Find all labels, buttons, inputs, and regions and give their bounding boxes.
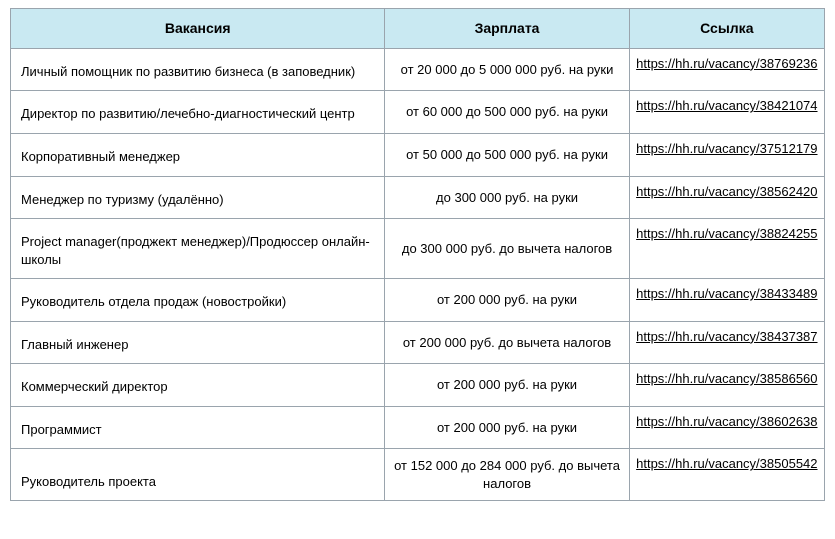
table-row: Главный инженерот 200 000 руб. до вычета… xyxy=(11,321,825,364)
table-row: Менеджер по туризму (удалённо)до 300 000… xyxy=(11,176,825,219)
header-salary: Зарплата xyxy=(385,9,629,49)
page: Вакансия Зарплата Ссылка Личный помощник… xyxy=(0,0,835,539)
table-row: Коммерческий директорот 200 000 руб. на … xyxy=(11,364,825,407)
cell-link: https://hh.ru/vacancy/38824255 xyxy=(629,219,824,279)
table-row: Руководитель проектаот 152 000 до 284 00… xyxy=(11,449,825,501)
cell-salary: от 200 000 руб. до вычета налогов xyxy=(385,321,629,364)
cell-salary: от 200 000 руб. на руки xyxy=(385,406,629,449)
cell-link: https://hh.ru/vacancy/38421074 xyxy=(629,91,824,134)
cell-link: https://hh.ru/vacancy/38562420 xyxy=(629,176,824,219)
vacancy-link[interactable]: https://hh.ru/vacancy/38586560 xyxy=(636,371,817,386)
cell-vacancy: Руководитель отдела продаж (новостройки) xyxy=(11,279,385,322)
cell-vacancy: Программист xyxy=(11,406,385,449)
table-row: Корпоративный менеджерот 50 000 до 500 0… xyxy=(11,133,825,176)
cell-link: https://hh.ru/vacancy/38437387 xyxy=(629,321,824,364)
cell-salary: от 60 000 до 500 000 руб. на руки xyxy=(385,91,629,134)
cell-salary: от 20 000 до 5 000 000 руб. на руки xyxy=(385,48,629,91)
cell-salary: от 152 000 до 284 000 руб. до вы­чета на… xyxy=(385,449,629,501)
table-row: Project manager(проджект менеджер)/Про­д… xyxy=(11,219,825,279)
cell-vacancy: Коммерческий директор xyxy=(11,364,385,407)
cell-link: https://hh.ru/vacancy/38505542 xyxy=(629,449,824,501)
cell-vacancy: Главный инженер xyxy=(11,321,385,364)
cell-vacancy: Менеджер по туризму (удалённо) xyxy=(11,176,385,219)
cell-vacancy: Личный помощник по развитию бизнеса (в з… xyxy=(11,48,385,91)
vacancy-link[interactable]: https://hh.ru/vacancy/38769236 xyxy=(636,56,817,71)
cell-link: https://hh.ru/vacancy/38586560 xyxy=(629,364,824,407)
table-row: Программистот 200 000 руб. на руки https:… xyxy=(11,406,825,449)
cell-vacancy: Руководитель проекта xyxy=(11,449,385,501)
vacancy-link[interactable]: https://hh.ru/vacancy/38433489 xyxy=(636,286,817,301)
table-row: Руководитель отдела продаж (новостройки)… xyxy=(11,279,825,322)
header-link: Ссылка xyxy=(629,9,824,49)
header-vacancy: Вакансия xyxy=(11,9,385,49)
vacancy-link[interactable]: https://hh.ru/vacancy/38505542 xyxy=(636,456,817,471)
table-row: Директор по развитию/лечебно-диагности­ч… xyxy=(11,91,825,134)
cell-salary: от 50 000 до 500 000 руб. на руки xyxy=(385,133,629,176)
table-header-row: Вакансия Зарплата Ссылка xyxy=(11,9,825,49)
vacancy-link[interactable]: https://hh.ru/vacancy/37512179 xyxy=(636,141,817,156)
table-body: Личный помощник по развитию бизнеса (в з… xyxy=(11,48,825,501)
table-header: Вакансия Зарплата Ссылка xyxy=(11,9,825,49)
cell-link: https://hh.ru/vacancy/38433489 xyxy=(629,279,824,322)
vacancy-link[interactable]: https://hh.ru/vacancy/38437387 xyxy=(636,329,817,344)
cell-salary: от 200 000 руб. на руки xyxy=(385,279,629,322)
cell-link: https://hh.ru/vacancy/38769236 xyxy=(629,48,824,91)
table-row: Личный помощник по развитию бизнеса (в з… xyxy=(11,48,825,91)
cell-vacancy: Project manager(проджект менеджер)/Про­д… xyxy=(11,219,385,279)
vacancy-link[interactable]: https://hh.ru/vacancy/38824255 xyxy=(636,226,817,241)
cell-link: https://hh.ru/vacancy/38602638 xyxy=(629,406,824,449)
cell-salary: от 200 000 руб. на руки xyxy=(385,364,629,407)
cell-vacancy: Директор по развитию/лечебно-диагности­ч… xyxy=(11,91,385,134)
vacancy-link[interactable]: https://hh.ru/vacancy/38421074 xyxy=(636,98,817,113)
cell-vacancy: Корпоративный менеджер xyxy=(11,133,385,176)
cell-salary: до 300 000 руб. до вычета налогов xyxy=(385,219,629,279)
vacancy-link[interactable]: https://hh.ru/vacancy/38562420 xyxy=(636,184,817,199)
vacancy-link[interactable]: https://hh.ru/vacancy/38602638 xyxy=(636,414,817,429)
cell-salary: до 300 000 руб. на руки xyxy=(385,176,629,219)
cell-link: https://hh.ru/vacancy/37512179 xyxy=(629,133,824,176)
vacancies-table: Вакансия Зарплата Ссылка Личный помощник… xyxy=(10,8,825,501)
